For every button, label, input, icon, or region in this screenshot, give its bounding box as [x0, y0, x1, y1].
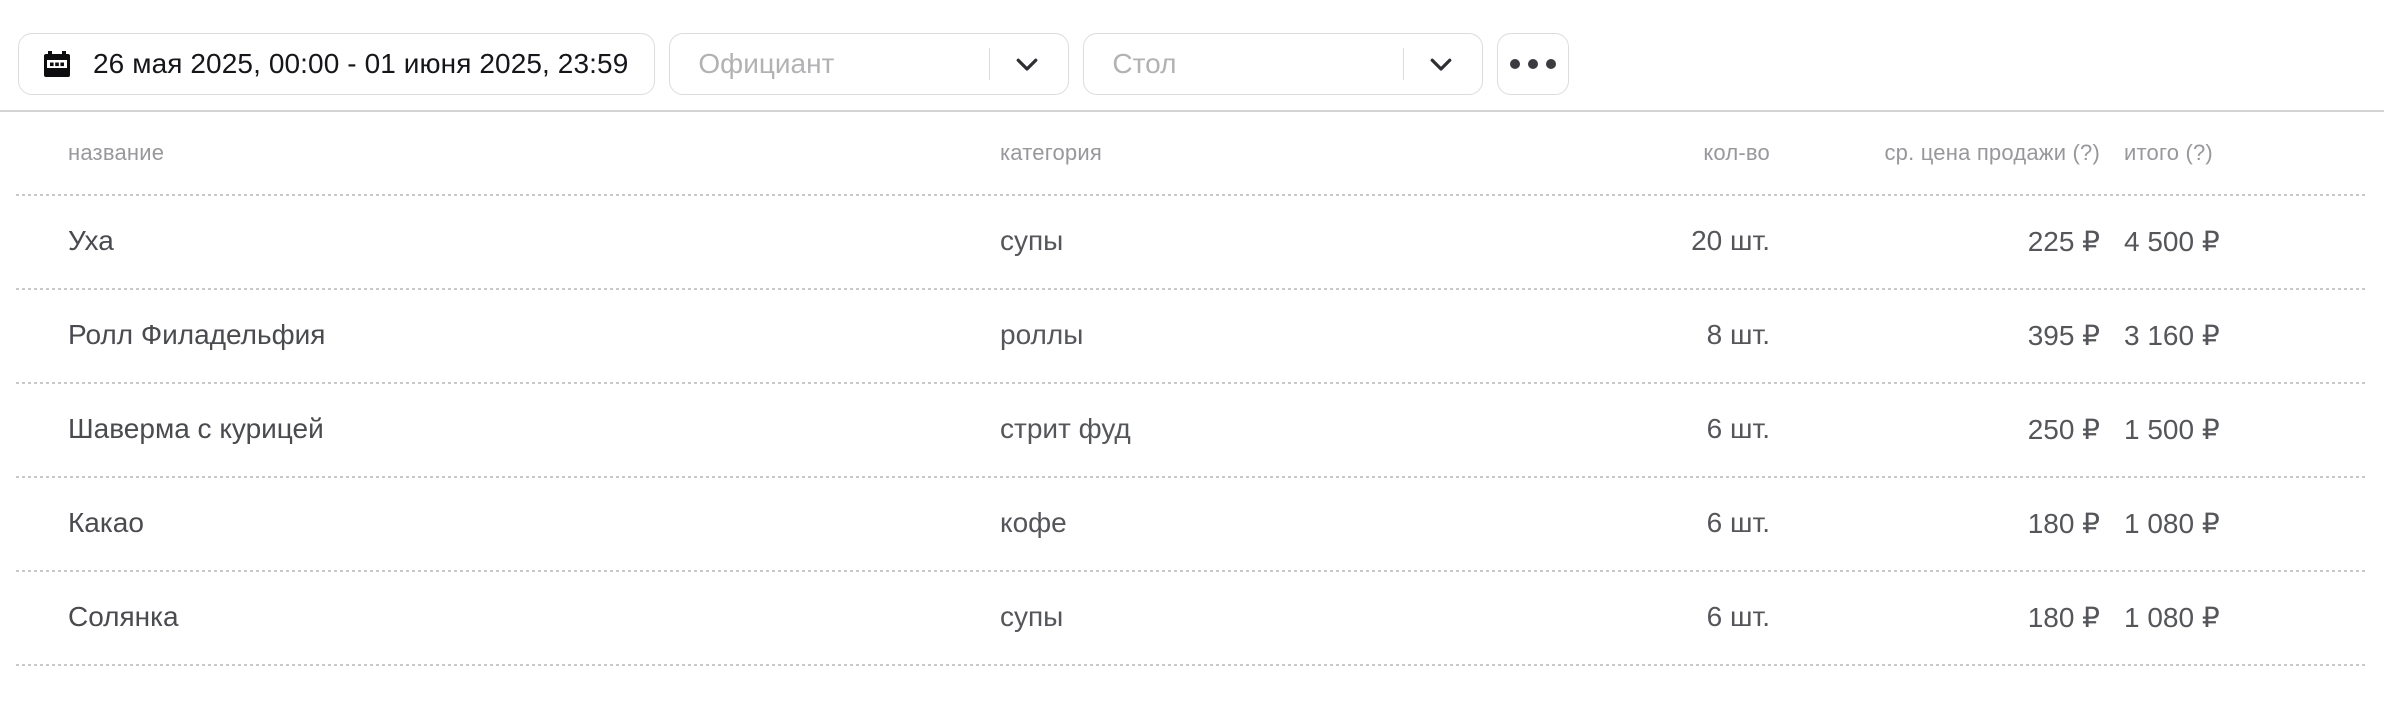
cell-category: супы: [1000, 225, 1064, 256]
column-header-name[interactable]: название: [68, 140, 165, 165]
cell-category: супы: [1000, 601, 1064, 632]
cell-quantity: 6 шт.: [1706, 601, 1770, 632]
cell-name: Шаверма с курицей: [68, 413, 324, 444]
column-header-quantity[interactable]: кол-во: [1703, 140, 1770, 165]
divider: [1402, 48, 1405, 80]
date-range-filter[interactable]: 26 мая 2025, 00:00 - 01 июня 2025, 23:59: [18, 33, 656, 95]
waiter-filter-placeholder: Официант: [698, 48, 835, 79]
cell-name: Уха: [68, 225, 114, 256]
table-filter-controls: [1402, 34, 1483, 94]
table-row[interactable]: Уха супы 20 шт. 225 ₽ 4 500 ₽: [0, 194, 2384, 288]
cell-total: 1 080 ₽: [2124, 507, 2220, 539]
table-row[interactable]: Какао кофе 6 шт. 180 ₽ 1 080 ₽: [0, 476, 2384, 570]
table-row[interactable]: Ролл Филадельфия роллы 8 шт. 395 ₽ 3 160…: [0, 288, 2384, 382]
column-header-total[interactable]: итого (?): [2124, 140, 2213, 165]
table-header-row: название категория кол-во ср. цена прода…: [0, 112, 2384, 194]
table-filter-placeholder: Стол: [1112, 48, 1177, 79]
cell-name: Солянка: [68, 601, 179, 632]
filter-bar: 26 мая 2025, 00:00 - 01 июня 2025, 23:59…: [0, 0, 2384, 104]
waiter-filter-controls: [988, 34, 1069, 94]
column-header-category[interactable]: категория: [1000, 140, 1102, 165]
waiter-filter-select[interactable]: Официант: [669, 33, 1070, 95]
chevron-down-icon[interactable]: [1012, 49, 1042, 79]
cell-quantity: 20 шт.: [1691, 225, 1770, 256]
cell-quantity: 6 шт.: [1706, 507, 1770, 538]
table-bottom-divider: [16, 664, 2368, 666]
cell-category: роллы: [1000, 319, 1084, 350]
cell-price: 180 ₽: [2027, 507, 2100, 539]
cell-quantity: 6 шт.: [1706, 413, 1770, 444]
cell-price: 395 ₽: [2027, 319, 2100, 351]
cell-category: стрит фуд: [1000, 413, 1131, 444]
cell-total: 1 080 ₽: [2124, 601, 2220, 633]
table-filter-select[interactable]: Стол: [1083, 33, 1484, 95]
date-range-value: 26 мая 2025, 00:00 - 01 июня 2025, 23:59: [93, 48, 629, 79]
cell-name: Ролл Филадельфия: [68, 319, 326, 350]
cell-price: 225 ₽: [2027, 225, 2100, 257]
calendar-icon: [44, 51, 70, 77]
cell-total: 3 160 ₽: [2124, 319, 2220, 351]
cell-total: 1 500 ₽: [2124, 413, 2220, 445]
ellipsis-icon: [1510, 59, 1521, 69]
products-table: название категория кол-во ср. цена прода…: [0, 112, 2384, 666]
cell-quantity: 8 шт.: [1706, 319, 1770, 350]
cell-price: 250 ₽: [2027, 413, 2100, 445]
cell-name: Какао: [68, 507, 144, 538]
ellipsis-icon: [1546, 59, 1557, 69]
divider: [988, 48, 991, 80]
column-header-price[interactable]: ср. цена продажи (?): [1884, 140, 2100, 165]
more-options-button[interactable]: [1497, 33, 1570, 95]
cell-total: 4 500 ₽: [2124, 225, 2220, 257]
cell-category: кофе: [1000, 507, 1067, 538]
chevron-down-icon[interactable]: [1426, 49, 1456, 79]
table-row[interactable]: Шаверма с курицей стрит фуд 6 шт. 250 ₽ …: [0, 382, 2384, 476]
table-row[interactable]: Солянка супы 6 шт. 180 ₽ 1 080 ₽: [0, 570, 2384, 664]
cell-price: 180 ₽: [2027, 601, 2100, 633]
filter-bar-divider: [0, 110, 2384, 112]
ellipsis-icon: [1528, 59, 1539, 69]
